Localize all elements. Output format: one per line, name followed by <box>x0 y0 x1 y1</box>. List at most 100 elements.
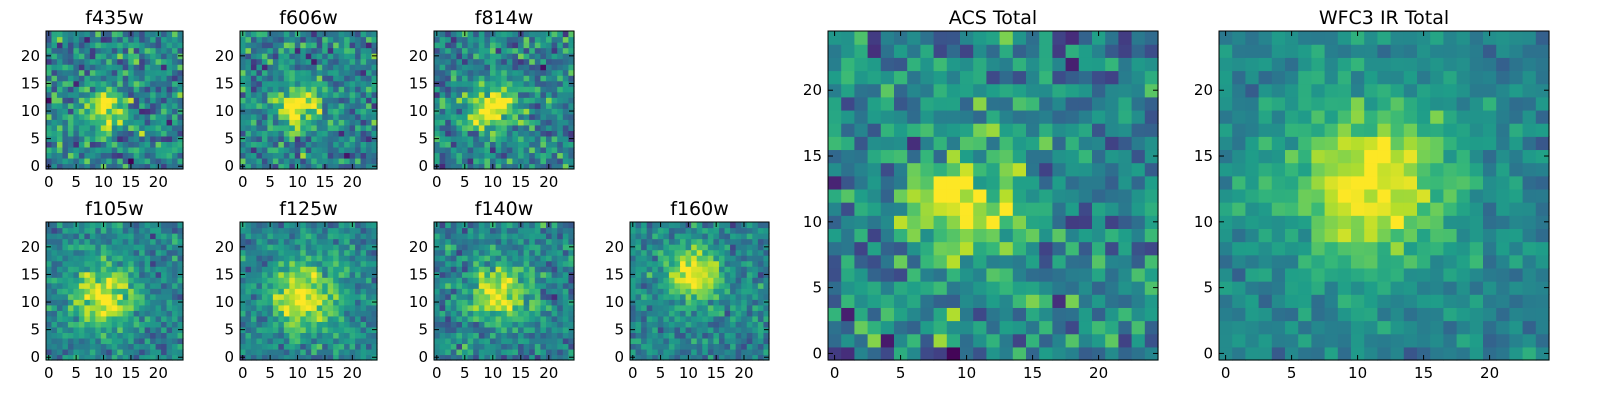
heatmap-cell <box>668 299 676 306</box>
heatmap-cell <box>300 244 307 251</box>
heatmap-cell <box>518 255 525 262</box>
heatmap-cell <box>311 310 318 317</box>
heatmap-cell <box>166 58 173 65</box>
heatmap-cell <box>344 249 351 256</box>
heatmap-cell <box>78 271 85 278</box>
heatmap-cell <box>78 326 85 333</box>
heatmap-cell <box>512 255 519 262</box>
heatmap-cell <box>1052 294 1067 308</box>
heatmap-cell <box>546 244 553 251</box>
heatmap-cell <box>267 277 274 284</box>
heatmap-cell <box>456 222 463 229</box>
heatmap-cell <box>172 222 179 229</box>
heatmap-cell <box>478 277 485 284</box>
heatmap-cell <box>562 146 569 154</box>
heatmap-cell <box>741 310 748 317</box>
heatmap-cell <box>305 64 312 71</box>
heatmap-cell <box>641 293 648 300</box>
heatmap-cell <box>484 152 491 159</box>
heatmap-cell <box>529 249 536 256</box>
heatmap-cell <box>316 260 323 267</box>
heatmap-cell <box>245 31 252 38</box>
heatmap-cell <box>316 152 323 159</box>
heatmap-cell <box>355 58 362 65</box>
heatmap-cell <box>434 315 441 322</box>
heatmap-cell <box>562 315 569 322</box>
heatmap-cell <box>506 130 513 137</box>
heatmap-cell <box>289 91 296 98</box>
heatmap-cell <box>1105 281 1119 295</box>
heatmap-cell <box>46 157 53 165</box>
heatmap-cell <box>100 53 107 60</box>
heatmap-cell <box>828 346 842 361</box>
heatmap-cell <box>986 162 1001 177</box>
heatmap-cell <box>562 271 569 278</box>
heatmap-cell <box>128 86 135 93</box>
heatmap-cell <box>278 315 285 322</box>
heatmap-cell <box>289 157 296 165</box>
heatmap-cell <box>84 141 91 148</box>
heatmap-cell <box>529 64 536 71</box>
x-tick-label: 10 <box>288 364 307 382</box>
heatmap-cell <box>735 255 742 262</box>
heatmap-cell <box>67 238 74 245</box>
heatmap-cell <box>289 108 296 115</box>
heatmap-cell <box>534 69 541 76</box>
heatmap-cell <box>256 124 263 131</box>
heatmap-cell <box>641 343 648 350</box>
heatmap-cell <box>854 281 869 295</box>
heatmap-cell <box>338 80 345 87</box>
heatmap-cell <box>439 304 446 311</box>
heatmap-cell <box>696 249 703 256</box>
heatmap-cell <box>450 91 457 98</box>
heatmap-cell <box>172 310 179 317</box>
heatmap-cell <box>177 277 184 284</box>
heatmap-cell <box>133 233 140 240</box>
heatmap-cell <box>267 332 274 339</box>
heatmap-cell <box>272 42 279 49</box>
heatmap-cell <box>360 343 367 350</box>
heatmap-cell <box>322 146 329 154</box>
heatmap-cell <box>333 288 340 295</box>
heatmap-cell <box>366 293 373 300</box>
heatmap-cell <box>305 222 312 229</box>
heatmap-cell <box>473 42 480 49</box>
heatmap-cell <box>78 321 85 328</box>
heatmap-cell <box>46 141 53 148</box>
heatmap-cell <box>696 326 703 333</box>
heatmap-cell <box>674 255 681 262</box>
heatmap-cell <box>473 271 480 278</box>
heatmap-cell <box>133 152 140 159</box>
panel-title: f160w <box>670 198 729 220</box>
heatmap-cell <box>338 233 345 240</box>
heatmap-cell <box>245 282 252 289</box>
heatmap-cell <box>933 267 948 282</box>
heatmap-cell <box>128 135 135 142</box>
heatmap-cell <box>172 69 179 76</box>
heatmap-cell <box>283 31 290 38</box>
heatmap-cell <box>523 130 530 137</box>
heatmap-cell <box>355 255 362 262</box>
heatmap-cell <box>1144 267 1159 282</box>
heatmap-cell <box>294 36 301 43</box>
heatmap-cell <box>256 135 263 142</box>
heatmap-cell <box>84 113 91 120</box>
heatmap-cell <box>540 91 547 98</box>
heatmap-cell <box>344 102 351 109</box>
heatmap-cell <box>746 222 753 229</box>
heatmap-cell <box>1105 333 1119 348</box>
heatmap-cell <box>707 244 714 251</box>
heatmap-cell <box>338 260 345 267</box>
heatmap-cell <box>62 47 69 54</box>
heatmap-cell <box>250 244 258 251</box>
heatmap-cell <box>150 255 157 262</box>
heatmap-cell <box>283 157 290 165</box>
heatmap-cell <box>635 321 642 328</box>
heatmap-cell <box>56 97 64 104</box>
heatmap-cell <box>529 108 536 115</box>
heatmap-cell <box>702 222 709 229</box>
heatmap-cell <box>540 227 547 234</box>
heatmap-cell <box>155 69 162 76</box>
heatmap-cell <box>473 244 480 251</box>
